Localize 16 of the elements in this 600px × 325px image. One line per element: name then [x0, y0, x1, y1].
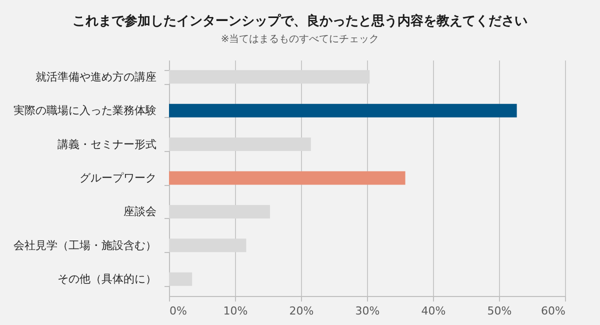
x-tick-label: 20%: [289, 304, 314, 318]
chart-title: これまで参加したインターンシップで、良かったと思う内容を教えてください: [72, 13, 528, 29]
y-tick-label: 座談会: [124, 205, 156, 218]
x-tick-label: 0%: [170, 304, 187, 318]
x-tick-label: 10%: [223, 304, 248, 318]
y-tick-label: 会社見学（工場・施設含む）: [14, 238, 156, 252]
x-tick-label: 60%: [541, 304, 566, 318]
y-tick-label: グループワーク: [80, 172, 156, 184]
x-tick-label: 40%: [421, 304, 446, 318]
x-tick-label: 50%: [487, 304, 512, 318]
y-tick-label: その他（具体的に）: [58, 272, 156, 286]
chart-subtitle: ※当てはまるものすべてにチェック: [220, 33, 380, 45]
y-tick-label: 実際の職場に入った業務体験: [14, 104, 156, 118]
y-tick-label: 就活準備や進め方の講座: [36, 70, 156, 84]
y-tick-label: 講義・セミナー形式: [58, 138, 156, 151]
x-tick-label: 30%: [355, 304, 380, 318]
